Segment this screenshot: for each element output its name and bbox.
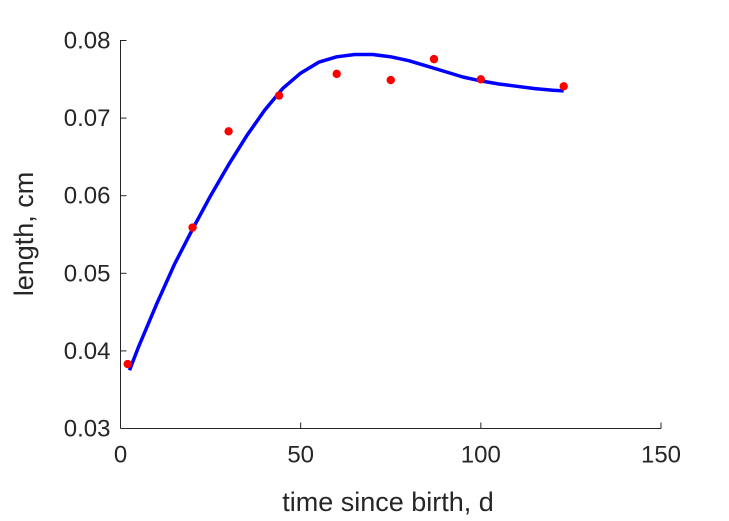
data-point xyxy=(224,127,233,136)
data-point xyxy=(188,223,197,232)
series-layer xyxy=(123,52,568,371)
fit-curve-line xyxy=(127,52,564,371)
x-ticks: 0 50 100 150 xyxy=(114,422,681,469)
data-point xyxy=(332,69,341,79)
y-tick-label: 0.08 xyxy=(64,28,111,55)
data-point xyxy=(429,54,439,64)
x-tick-label: 100 xyxy=(461,442,501,469)
y-ticks: 0.03 0.04 0.05 0.06 0.07 0.08 xyxy=(64,28,127,443)
y-axis-label: length, cm xyxy=(9,172,39,297)
y-tick-label: 0.03 xyxy=(64,416,111,443)
data-point xyxy=(274,91,284,100)
y-tick-label: 0.04 xyxy=(64,338,111,365)
y-tick-label: 0.07 xyxy=(64,105,111,132)
y-tick-label: 0.06 xyxy=(64,183,111,210)
x-axis-label: time since birth, d xyxy=(282,487,494,517)
y-tick-label: 0.05 xyxy=(64,260,111,287)
data-point xyxy=(559,82,568,91)
plot-area: 0 50 100 150 0.03 0.04 0.05 0.06 0.07 0.08 xyxy=(64,28,681,469)
data-point xyxy=(123,359,132,369)
data-point xyxy=(476,75,486,84)
x-tick-label: 0 xyxy=(114,442,127,469)
x-tick-label: 50 xyxy=(287,442,314,469)
data-point xyxy=(386,75,395,85)
x-tick-label: 150 xyxy=(641,442,681,469)
